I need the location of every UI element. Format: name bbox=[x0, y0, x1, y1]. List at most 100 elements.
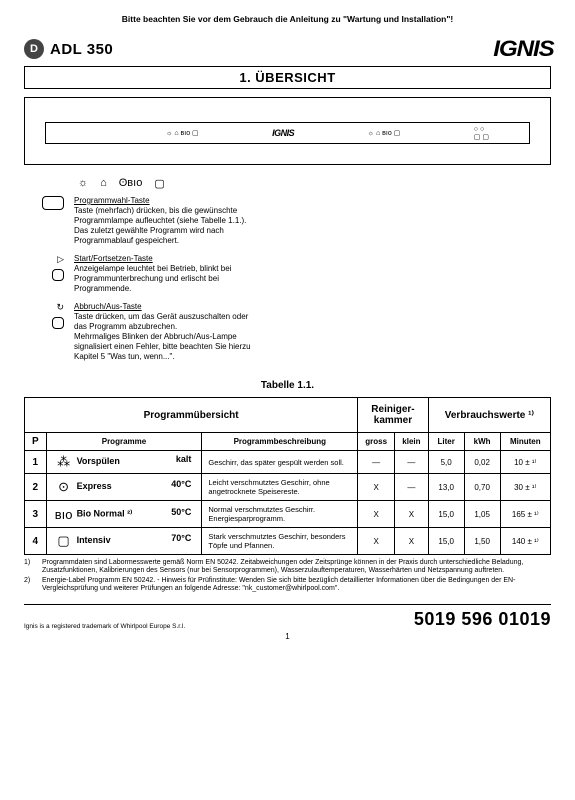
cell-p: 2 bbox=[25, 474, 47, 501]
cell-kwh: 0,02 bbox=[464, 451, 500, 474]
cell-desc: Normal verschmutztes Geschirr. Energiesp… bbox=[202, 501, 358, 528]
controls-section: Programmwahl-TasteTaste (mehrfach) drück… bbox=[24, 196, 551, 362]
cell-min: 30 ± ¹⁾ bbox=[500, 474, 550, 501]
control-block: ↻ Abbruch/Aus-TasteTaste drücken, um das … bbox=[24, 302, 551, 362]
program-temp: 50°C bbox=[171, 507, 191, 517]
cell-programme: ▢ Intensiv 70°C bbox=[46, 528, 202, 555]
button-icon bbox=[52, 269, 64, 281]
button-icon bbox=[42, 196, 64, 210]
table-row: 2 ⊙ Express 40°C Leicht verschmutztes Geschi… bbox=[25, 474, 551, 501]
cell-klein: — bbox=[395, 474, 429, 501]
th-programme: Programme bbox=[46, 433, 202, 451]
panel-strip: ☼ ⌂ ʙıo ▢ IGNIS ☼ ⌂ ʙıo ▢ ○ ○▢ ▢ bbox=[45, 122, 530, 144]
cell-programme: ʙıoBio Normal ²⁾50°C bbox=[46, 501, 202, 528]
symbol-icon: ▷ bbox=[57, 254, 64, 265]
program-icon: ⁂ bbox=[55, 454, 73, 470]
footnote-text: Energie-Label Programm EN 50242. - Hinwe… bbox=[42, 577, 551, 594]
th-verbrauch: Verbrauchswerte ¹⁾ bbox=[428, 398, 550, 433]
control-line: Kapitel 5 "Was tun, wenn...". bbox=[74, 352, 551, 362]
table-row: 3ʙıoBio Normal ²⁾50°CNormal verschmutzte… bbox=[25, 501, 551, 528]
program-name: Express bbox=[77, 481, 112, 491]
program-temp: 40°C bbox=[171, 479, 191, 489]
cell-p: 4 bbox=[25, 528, 47, 555]
button-icon bbox=[52, 317, 64, 329]
appliance-panel: ☼ ⌂ ʙıo ▢ IGNIS ☼ ⌂ ʙıo ▢ ○ ○▢ ▢ bbox=[24, 97, 551, 165]
cell-liter: 5,0 bbox=[428, 451, 464, 474]
th-klein: klein bbox=[395, 433, 429, 451]
cell-liter: 13,0 bbox=[428, 474, 464, 501]
model-block: D ADL 350 bbox=[24, 39, 113, 59]
program-table: Programmübersicht Reiniger- kammer Verbr… bbox=[24, 397, 551, 555]
control-icons: ▷ bbox=[24, 254, 64, 294]
cell-liter: 15,0 bbox=[428, 501, 464, 528]
control-line: Mehrmaliges Blinken der Abbruch/Aus-Lamp… bbox=[74, 332, 551, 342]
footnote-text: Programmdaten sind Labormesswerte gemäß … bbox=[42, 559, 551, 576]
th-p: P bbox=[25, 433, 47, 451]
cell-desc: Stark verschmutztes Geschirr, besonders … bbox=[202, 528, 358, 555]
control-text: Start/Fortsetzen-TasteAnzeigelampe leuch… bbox=[74, 254, 551, 294]
control-line: Taste drücken, um das Gerät auszuschalte… bbox=[74, 312, 551, 322]
control-line: Anzeigelampe leuchtet bei Betrieb, blink… bbox=[74, 264, 551, 274]
header-row: D ADL 350 IGNIS bbox=[24, 36, 551, 62]
footnotes: 1) Programmdaten sind Labormesswerte gemä… bbox=[24, 559, 551, 594]
footer: Ignis is a registered trademark of Whirl… bbox=[24, 604, 551, 630]
control-line: das Programm abzubrechen. bbox=[74, 322, 551, 332]
icon-house: ⌂ bbox=[100, 177, 107, 190]
icon-sun: ☼ bbox=[78, 177, 88, 190]
symbol-icon: ↻ bbox=[56, 302, 64, 313]
program-temp: 70°C bbox=[171, 533, 191, 543]
table-title: Tabelle 1.1. bbox=[24, 380, 551, 391]
th-gross: gross bbox=[358, 433, 395, 451]
control-title: Abbruch/Aus-Taste bbox=[74, 302, 551, 312]
footnote-num: 1) bbox=[24, 559, 36, 576]
cell-min: 140 ± ¹⁾ bbox=[500, 528, 550, 555]
th-liter: Liter bbox=[428, 433, 464, 451]
footnote: 2) Energie-Label Programm EN 50242. - Hin… bbox=[24, 577, 551, 594]
cell-p: 1 bbox=[25, 451, 47, 474]
cell-p: 3 bbox=[25, 501, 47, 528]
program-name: Bio Normal ²⁾ bbox=[77, 508, 133, 518]
control-text: Programmwahl-TasteTaste (mehrfach) drück… bbox=[74, 196, 551, 246]
panel-icons-left: ☼ ⌂ ʙıo ▢ bbox=[166, 129, 199, 137]
cell-programme: ⊙ Express 40°C bbox=[46, 474, 202, 501]
th-reiniger: Reiniger- kammer bbox=[358, 398, 428, 433]
cell-klein: — bbox=[395, 451, 429, 474]
program-name: Intensiv bbox=[77, 535, 111, 545]
table-row: 1 ⁂ Vorspülen kalt Geschirr, das später gesp… bbox=[25, 451, 551, 474]
th-programmubersicht: Programmübersicht bbox=[25, 398, 358, 433]
icon-square: ▢ bbox=[154, 177, 164, 190]
cell-desc: Geschirr, das später gespült werden soll… bbox=[202, 451, 358, 474]
table-row: 4 ▢ Intensiv 70°C Stark verschmutztes Geschi… bbox=[25, 528, 551, 555]
cell-desc: Leicht verschmutztes Geschirr, ohne ange… bbox=[202, 474, 358, 501]
control-line: Das zuletzt gewählte Programm wird nach bbox=[74, 226, 551, 236]
program-icon: ▢ bbox=[55, 533, 73, 549]
trademark-text: Ignis is a registered trademark of Whirl… bbox=[24, 623, 185, 630]
icon-bio: ʘʙıo bbox=[119, 177, 143, 190]
control-line: Programmablauf gespeichert. bbox=[74, 236, 551, 246]
panel-icons-right: ○ ○▢ ▢ bbox=[474, 126, 489, 141]
footnote: 1) Programmdaten sind Labormesswerte gemä… bbox=[24, 559, 551, 576]
control-icons: ↻ bbox=[24, 302, 64, 362]
program-icon: ⊙ bbox=[55, 479, 73, 495]
program-name: Vorspülen bbox=[77, 456, 120, 466]
program-temp: kalt bbox=[176, 454, 192, 464]
icon-row: ☼ ⌂ ʘʙıo ▢ bbox=[24, 177, 551, 190]
th-min: Minuten bbox=[500, 433, 550, 451]
cell-kwh: 0,70 bbox=[464, 474, 500, 501]
th-beschreibung: Programmbeschreibung bbox=[202, 433, 358, 451]
cell-min: 10 ± ¹⁾ bbox=[500, 451, 550, 474]
panel-brand: IGNIS bbox=[272, 128, 294, 138]
cell-gross: X bbox=[358, 528, 395, 555]
control-line: Taste (mehrfach) drücken, bis die gewüns… bbox=[74, 206, 551, 216]
brand-logo: IGNIS bbox=[493, 36, 553, 62]
section-title: 1. ÜBERSICHT bbox=[24, 66, 551, 89]
cell-gross: X bbox=[358, 501, 395, 528]
cell-kwh: 1,50 bbox=[464, 528, 500, 555]
control-title: Programmwahl-Taste bbox=[74, 196, 551, 206]
th-kwh: kWh bbox=[464, 433, 500, 451]
cell-klein: X bbox=[395, 528, 429, 555]
panel-icons-mid: ☼ ⌂ ʙıo ▢ bbox=[368, 129, 401, 137]
footnote-num: 2) bbox=[24, 577, 36, 594]
control-line: Programmlampe aufleuchtet (siehe Tabelle… bbox=[74, 216, 551, 226]
part-number: 5019 596 01019 bbox=[414, 609, 551, 630]
